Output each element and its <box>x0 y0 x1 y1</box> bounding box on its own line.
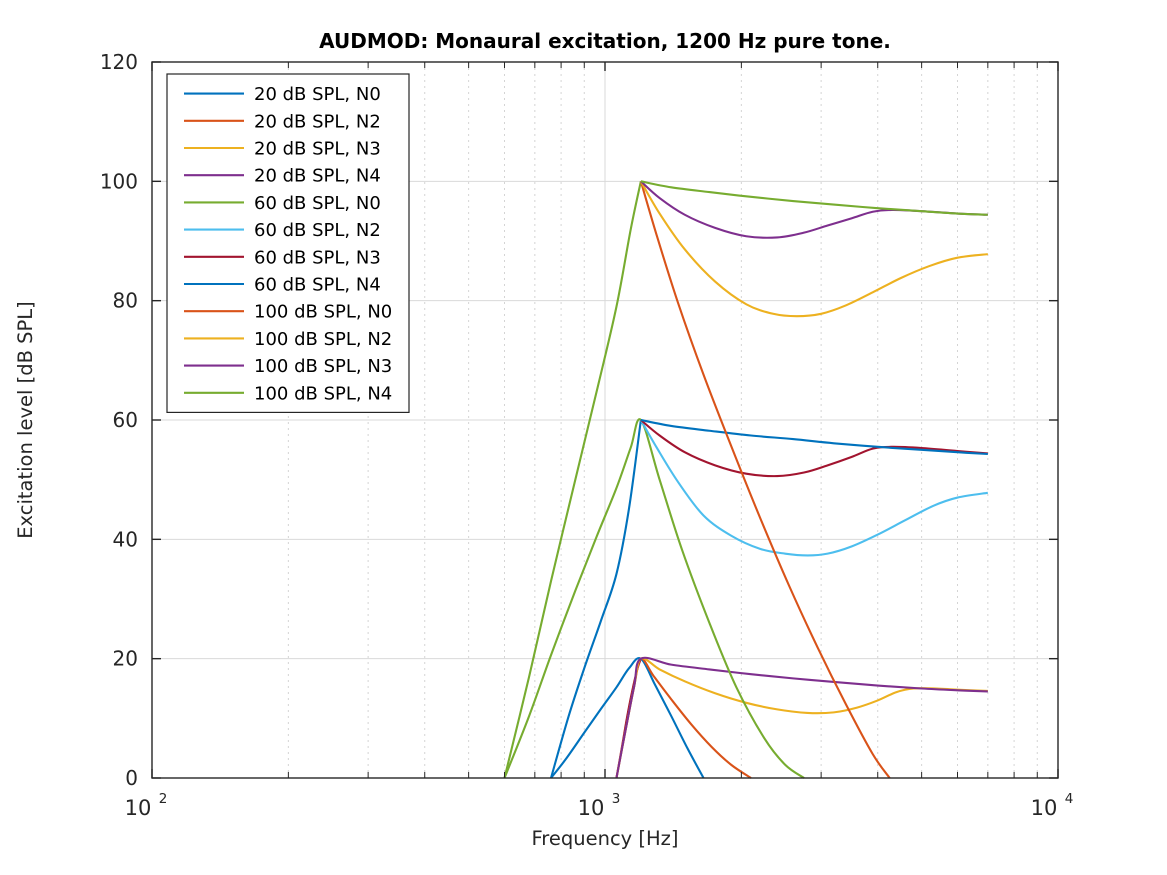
legend-label: 20 dB SPL, N2 <box>254 111 381 132</box>
svg-text:4: 4 <box>1065 791 1074 807</box>
excitation-riser <box>503 181 642 779</box>
data-curves <box>503 180 988 779</box>
legend-label: 60 dB SPL, N4 <box>254 275 381 296</box>
legend-box <box>166 73 410 413</box>
legend-item[interactable]: 60 dB SPL, N2 <box>184 220 381 241</box>
excitation-curve <box>639 419 988 557</box>
svg-text:10: 10 <box>1031 796 1058 820</box>
y-axis-label: Excitation level [dB SPL] <box>14 301 37 539</box>
y-tick-label: 100 <box>100 169 138 193</box>
legend-item[interactable]: 100 dB SPL, N2 <box>184 329 392 350</box>
legend-item[interactable]: 100 dB SPL, N0 <box>184 302 392 323</box>
excitation-curve <box>550 657 705 779</box>
x-tick-label: 10 2 <box>125 791 168 820</box>
legend-item[interactable]: 20 dB SPL, N3 <box>184 139 381 160</box>
legend-item[interactable]: 60 dB SPL, N3 <box>184 247 381 268</box>
y-tick-label: 80 <box>113 289 138 313</box>
legend-item[interactable]: 60 dB SPL, N0 <box>184 193 381 214</box>
svg-text:10: 10 <box>125 796 152 820</box>
legend-item[interactable]: 20 dB SPL, N4 <box>184 166 381 187</box>
y-tick-label: 20 <box>113 647 138 671</box>
svg-text:10: 10 <box>578 796 605 820</box>
legend-label: 100 dB SPL, N3 <box>254 356 392 377</box>
excitation-curve <box>503 418 805 779</box>
legend-item[interactable]: 100 dB SPL, N4 <box>184 383 392 404</box>
legend-label: 20 dB SPL, N3 <box>254 139 381 160</box>
excitation-curve <box>639 180 988 318</box>
legend-label: 100 dB SPL, N2 <box>254 329 392 350</box>
x-tick-label: 10 3 <box>578 791 621 820</box>
legend-label: 100 dB SPL, N0 <box>254 302 392 323</box>
excitation-curve <box>640 180 988 216</box>
axis-frame <box>151 61 1059 779</box>
y-tick-label: 0 <box>125 766 138 790</box>
legend-label: 60 dB SPL, N0 <box>254 193 381 214</box>
y-tick-label: 120 <box>100 50 138 74</box>
tick-labels: 0 20 40 60 80 100 120 10 2 10 3 10 4 <box>100 50 1073 820</box>
legend-label: 60 dB SPL, N2 <box>254 220 381 241</box>
x-tick-label: 10 4 <box>1031 791 1074 820</box>
x-axis-label: Frequency [Hz] <box>531 827 678 850</box>
legend-label: 100 dB SPL, N4 <box>254 383 392 404</box>
legend-label: 20 dB SPL, N4 <box>254 166 381 187</box>
svg-text:2: 2 <box>159 791 168 807</box>
excitation-curve <box>640 418 988 456</box>
legend: 20 dB SPL, N0 20 dB SPL, N2 20 dB SPL, N3 2… <box>166 73 410 413</box>
y-tick-label: 40 <box>113 527 138 551</box>
excitation-curve <box>640 419 988 478</box>
legend-item[interactable]: 20 dB SPL, N2 <box>184 111 381 132</box>
svg-text:3: 3 <box>612 791 621 807</box>
legend-item[interactable]: 100 dB SPL, N3 <box>184 356 392 377</box>
page-title: AUDMOD: Monaural excitation, 1200 Hz pur… <box>319 29 891 53</box>
excitation-riser <box>550 419 642 779</box>
legend-item[interactable]: 60 dB SPL, N4 <box>184 275 381 296</box>
excitation-curve <box>639 181 891 779</box>
legend-label: 60 dB SPL, N3 <box>254 247 381 268</box>
y-tick-label: 60 <box>113 408 138 432</box>
legend-label: 20 dB SPL, N0 <box>254 84 381 105</box>
legend-item[interactable]: 20 dB SPL, N0 <box>184 84 381 105</box>
excitation-curve <box>615 656 988 779</box>
